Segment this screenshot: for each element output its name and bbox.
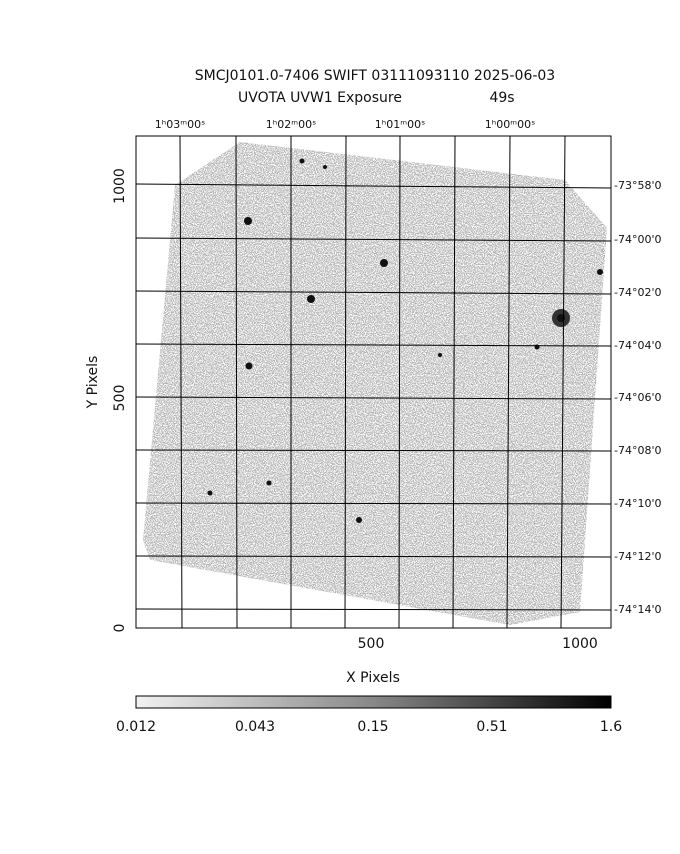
colorbar <box>135 695 612 709</box>
colorbar-label: 0.043 <box>235 719 275 735</box>
colorbar-label: 0.012 <box>116 719 156 735</box>
dec-tick-label: -73°58'0 <box>614 179 662 192</box>
colorbar-label: 1.6 <box>600 719 622 735</box>
title: SMCJ0101.0-7406 SWIFT 03111093110 2025-0… <box>195 68 555 84</box>
colorbar-labels: 0.012 0.043 0.15 0.51 1.6 <box>116 719 622 735</box>
dec-ticks: -73°58'0 -74°00'0 -74°02'0 -74°04'0 -74°06'0… <box>614 179 662 616</box>
ra-tick-label: 1ʰ03ᵐ00ˢ <box>155 118 205 131</box>
dec-tick-label: -74°02'0 <box>614 286 662 299</box>
dec-tick-label: -74°12'0 <box>614 550 662 563</box>
dec-tick-label: -74°00'0 <box>614 233 662 246</box>
ra-tick-label: 1ʰ01ᵐ00ˢ <box>375 118 425 131</box>
dec-tick-label: -74°06'0 <box>614 391 662 404</box>
ra-tick-label: 1ʰ02ᵐ00ˢ <box>266 118 316 131</box>
coordinate-grid <box>135 135 612 629</box>
sky-image <box>143 142 607 625</box>
colorbar-label: 0.15 <box>357 719 388 735</box>
ra-ticks: 1ʰ03ᵐ00ˢ 1ʰ02ᵐ00ˢ 1ʰ01ᵐ00ˢ 1ʰ00ᵐ00ˢ <box>155 118 535 131</box>
y-tick-label: 500 <box>112 385 128 412</box>
dec-tick-label: -74°08'0 <box>614 444 662 457</box>
dec-tick-label: -74°14'0 <box>614 603 662 616</box>
plot-frame <box>135 135 612 629</box>
y-tick-label: 1000 <box>112 168 128 204</box>
colorbar-label: 0.51 <box>476 719 507 735</box>
x-tick-label: 500 <box>358 636 385 652</box>
x-axis-label: X Pixels <box>346 670 400 686</box>
subtitle: UVOTA UVW1 Exposure <box>238 90 402 106</box>
exposure: 49s <box>489 90 514 106</box>
dec-tick-label: -74°10'0 <box>614 497 662 510</box>
y-axis-label: Y Pixels <box>85 356 101 410</box>
ra-tick-label: 1ʰ00ᵐ00ˢ <box>485 118 535 131</box>
y-tick-label: 0 <box>112 624 128 633</box>
x-tick-label: 1000 <box>562 636 598 652</box>
dec-tick-label: -74°04'0 <box>614 339 662 352</box>
